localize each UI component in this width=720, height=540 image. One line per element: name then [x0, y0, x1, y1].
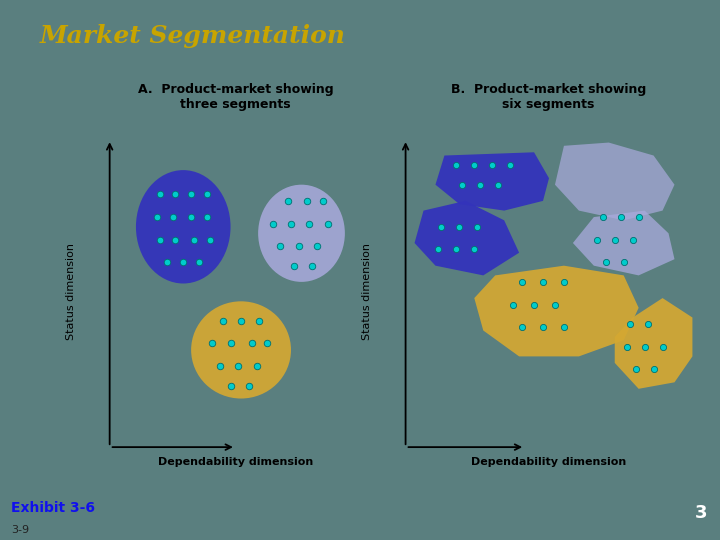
Point — [537, 278, 549, 286]
Point — [261, 339, 273, 348]
Point — [648, 365, 660, 374]
Point — [451, 161, 462, 170]
Point — [627, 235, 639, 244]
Text: Dependability dimension: Dependability dimension — [158, 457, 313, 467]
Point — [285, 219, 297, 228]
Point — [516, 278, 528, 286]
Text: Dependability dimension: Dependability dimension — [471, 457, 626, 467]
Point — [170, 190, 181, 199]
Point — [225, 381, 236, 390]
Point — [170, 235, 181, 244]
Point — [293, 242, 305, 251]
Point — [657, 342, 668, 351]
Point — [630, 365, 642, 374]
Ellipse shape — [258, 185, 345, 282]
Point — [288, 261, 300, 270]
Text: B.  Product-market showing
six segments: B. Product-market showing six segments — [451, 83, 647, 111]
Point — [633, 213, 644, 221]
Point — [597, 213, 608, 221]
Text: Status dimension: Status dimension — [66, 243, 76, 340]
Point — [215, 362, 226, 370]
Point — [233, 362, 244, 370]
Point — [267, 219, 279, 228]
Point — [185, 213, 197, 221]
Point — [322, 219, 333, 228]
Point — [201, 190, 212, 199]
Text: 3-9: 3-9 — [11, 525, 29, 535]
Point — [317, 197, 328, 205]
Point — [537, 323, 549, 332]
Point — [201, 213, 212, 221]
Point — [618, 258, 629, 267]
Point — [235, 316, 247, 325]
Point — [253, 316, 265, 325]
Polygon shape — [555, 143, 675, 220]
Text: A.  Product-market showing
three segments: A. Product-market showing three segments — [138, 83, 333, 111]
Ellipse shape — [191, 301, 291, 399]
Text: Exhibit 3-6: Exhibit 3-6 — [11, 501, 95, 515]
Text: Status dimension: Status dimension — [362, 243, 372, 340]
Point — [528, 300, 540, 309]
Point — [243, 381, 255, 390]
Point — [591, 235, 603, 244]
Point — [469, 245, 480, 254]
Point — [436, 222, 447, 231]
Point — [642, 320, 653, 328]
Point — [549, 300, 561, 309]
Point — [609, 235, 621, 244]
Point — [469, 161, 480, 170]
Point — [246, 339, 257, 348]
Text: Market Segmentation: Market Segmentation — [40, 24, 346, 48]
Point — [301, 197, 312, 205]
Point — [454, 222, 465, 231]
Point — [508, 300, 519, 309]
Point — [472, 222, 483, 231]
Point — [193, 258, 204, 267]
Point — [306, 261, 318, 270]
Polygon shape — [415, 201, 519, 275]
Point — [304, 219, 315, 228]
Point — [505, 161, 516, 170]
Point — [433, 245, 444, 254]
Ellipse shape — [136, 170, 230, 284]
Point — [154, 235, 166, 244]
Point — [177, 258, 189, 267]
Point — [639, 342, 650, 351]
Point — [251, 362, 263, 370]
Point — [558, 323, 570, 332]
Point — [151, 213, 163, 221]
Text: 3: 3 — [695, 504, 707, 522]
Point — [188, 235, 199, 244]
Point — [167, 213, 179, 221]
Point — [312, 242, 323, 251]
Point — [207, 339, 218, 348]
Point — [624, 320, 636, 328]
Point — [474, 180, 486, 189]
Point — [282, 197, 294, 205]
Polygon shape — [573, 211, 675, 275]
Point — [621, 342, 632, 351]
Point — [492, 180, 504, 189]
Polygon shape — [474, 266, 639, 356]
Point — [275, 242, 287, 251]
Point — [154, 190, 166, 199]
Point — [162, 258, 174, 267]
Point — [185, 190, 197, 199]
Point — [225, 339, 236, 348]
Polygon shape — [615, 298, 693, 389]
Point — [600, 258, 611, 267]
Point — [451, 245, 462, 254]
Point — [487, 161, 498, 170]
Point — [558, 278, 570, 286]
Point — [217, 316, 228, 325]
Point — [615, 213, 626, 221]
Point — [456, 180, 468, 189]
Point — [516, 323, 528, 332]
Point — [204, 235, 215, 244]
Polygon shape — [436, 152, 549, 211]
